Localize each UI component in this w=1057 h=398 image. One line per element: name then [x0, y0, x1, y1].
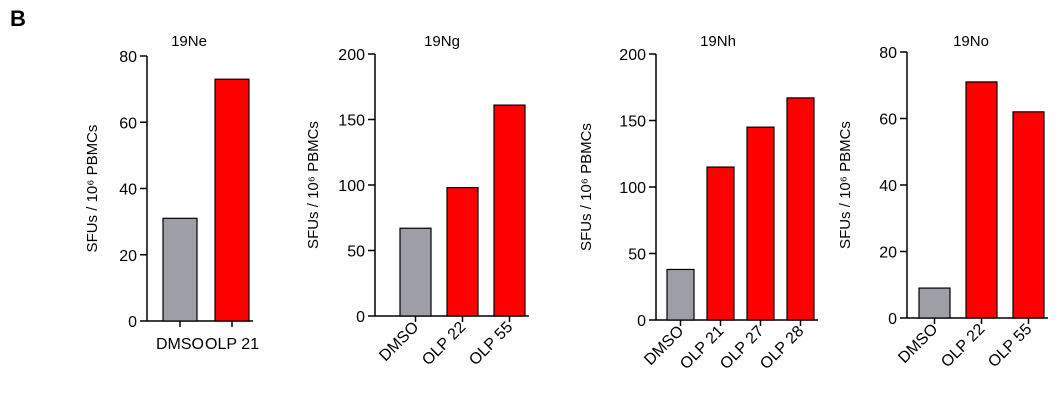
x-tick-label: DMSO: [376, 319, 422, 365]
y-axis-label: SFUs / 10⁶ PBMCs: [305, 121, 322, 249]
bar-dmso: [666, 268, 695, 321]
y-tick-label: 150: [338, 113, 365, 130]
y-tick-label: 60: [879, 112, 897, 129]
bar-olp-21: [214, 78, 250, 322]
y-tick-label: 20: [879, 245, 897, 262]
chart-title: 19No: [953, 33, 989, 50]
x-tick-label: OLP 21: [205, 336, 259, 353]
y-tick-label: 0: [888, 311, 897, 328]
bar-dmso: [918, 287, 951, 319]
bar-olp-28: [786, 97, 815, 321]
y-tick-label: 150: [619, 114, 646, 131]
bar-olp-21: [706, 166, 735, 321]
y-tick-label: 80: [879, 45, 897, 62]
x-tick-label: OLP 55: [466, 319, 516, 369]
x-tick-label: OLP 28: [757, 323, 807, 373]
y-axis-label: SFUs / 10⁶ PBMCs: [837, 121, 854, 249]
y-tick-label: 20: [119, 248, 137, 265]
y-tick-label: 0: [128, 314, 137, 331]
y-tick-label: 60: [119, 115, 137, 132]
y-tick-label: 40: [119, 182, 137, 199]
chart-title: 19Nh: [700, 33, 736, 50]
y-tick-label: 80: [119, 49, 137, 66]
chart-panel-1: 19Ne 0 20 40 60 80 SFUs / 10⁶ PBMCs DMSO OLP 21: [84, 33, 259, 353]
y-tick-label: 200: [619, 47, 646, 64]
x-tick-label: DMSO: [156, 336, 204, 353]
y-axis-label: SFUs / 10⁶ PBMCs: [578, 123, 595, 251]
x-tick-label: OLP 22: [938, 321, 988, 371]
bar-olp-27: [746, 126, 775, 321]
bar-olp-22: [965, 81, 998, 319]
y-tick-label: 50: [347, 244, 365, 261]
panel-label: B: [10, 6, 26, 31]
y-tick-label: 0: [637, 313, 646, 330]
bar-olp-55: [493, 104, 526, 317]
x-tick-label: OLP 27: [717, 323, 767, 373]
y-tick-label: 0: [356, 309, 365, 326]
x-tick-label: DMSO: [895, 321, 941, 367]
bar-dmso: [162, 217, 198, 322]
bar-olp-55: [1012, 111, 1045, 319]
y-tick-label: 100: [338, 178, 365, 195]
y-axis-label: SFUs / 10⁶ PBMCs: [84, 125, 101, 253]
y-tick-label: 100: [619, 180, 646, 197]
x-tick-label: OLP 22: [419, 319, 469, 369]
x-tick-label: OLP 21: [677, 323, 727, 373]
bar-olp-22: [446, 187, 479, 317]
bar-dmso: [399, 227, 432, 317]
chart-title: 19Ne: [171, 33, 207, 50]
y-tick-label: 40: [879, 178, 897, 195]
y-tick-label: 200: [338, 47, 365, 64]
x-tick-label: OLP 55: [985, 321, 1035, 371]
chart-title: 19Ng: [424, 33, 460, 50]
y-tick-label: 50: [628, 247, 646, 264]
